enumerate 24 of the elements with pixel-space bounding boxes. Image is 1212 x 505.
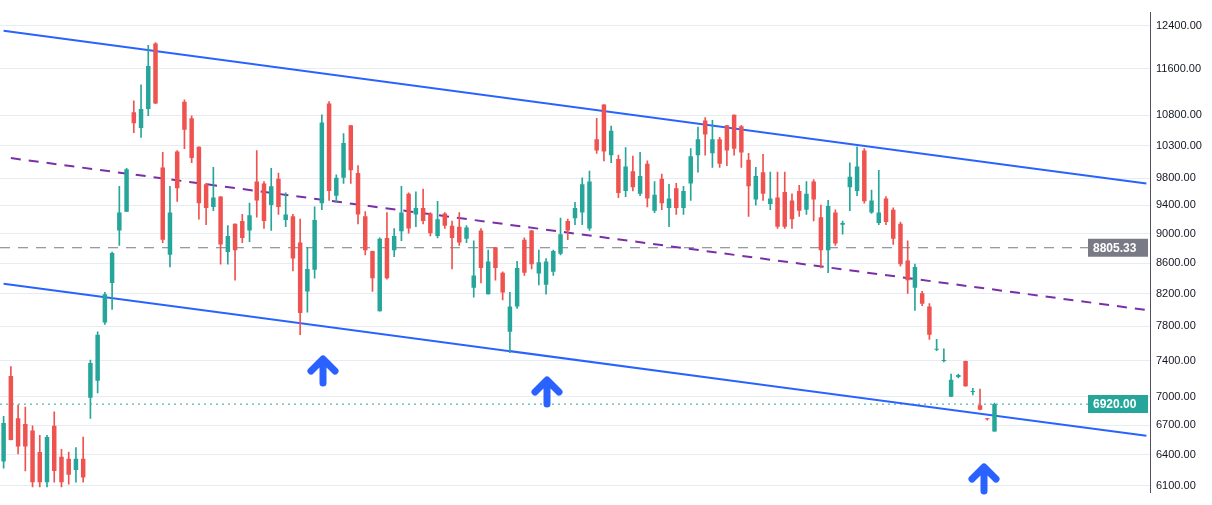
candlestick (985, 418, 990, 421)
y-tick-label: 6400.00 (1156, 447, 1196, 460)
candlestick (283, 192, 288, 227)
candlestick (768, 171, 773, 211)
y-tick-label: 10300.00 (1156, 139, 1202, 152)
y-tick-label: 9400.00 (1156, 198, 1196, 211)
candlestick (977, 388, 983, 411)
y-tick-label: 12400.00 (1156, 18, 1202, 31)
y-tick-label: 8200.00 (1156, 287, 1196, 299)
y-tick-label: 7000.00 (1156, 389, 1196, 402)
y-tick-label: 9000.00 (1156, 226, 1196, 239)
y-tick-label: 7400.00 (1156, 353, 1196, 366)
candlestick (471, 240, 476, 298)
y-tick-label: 6100.00 (1156, 479, 1196, 492)
y-tick-label: 8600.00 (1156, 256, 1196, 269)
candlestick (941, 348, 947, 363)
y-tick-label: 9800.00 (1156, 171, 1196, 184)
candlestick (970, 387, 976, 396)
ref-line-label: 6920.00 (1093, 397, 1137, 412)
y-tick-label: 10800.00 (1156, 108, 1202, 121)
y-tick-label: 11600.00 (1156, 61, 1202, 74)
y-tick-label: 6700.00 (1156, 418, 1196, 431)
ref-line-label: 8805.33 (1093, 241, 1137, 256)
y-tick-label: 7800.00 (1156, 319, 1196, 332)
